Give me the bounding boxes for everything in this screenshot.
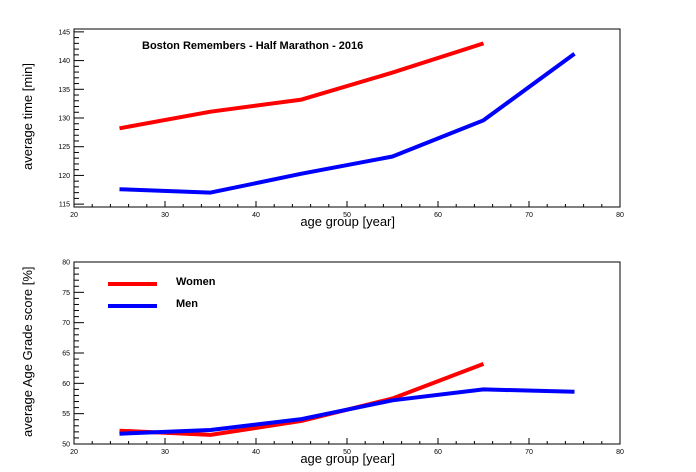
series-line-blue bbox=[119, 52, 576, 195]
chart-title: Boston Remembers - Half Marathon - 2016 bbox=[142, 40, 363, 52]
x-tick-label: 50 bbox=[343, 212, 351, 219]
x-tick-label: 20 bbox=[70, 449, 78, 456]
series-group bbox=[119, 41, 576, 195]
y-tick-label: 135 bbox=[58, 87, 70, 94]
x-tick-label: 50 bbox=[343, 449, 351, 456]
y-tick-label: 140 bbox=[58, 58, 70, 65]
y-tick-label: 115 bbox=[59, 202, 70, 209]
y-tick-label: 70 bbox=[62, 320, 70, 327]
legend-label-women: Women bbox=[176, 276, 216, 288]
age-grade-score-chart: 20 30 40 50 60 70 80 50 55 60 65 70 75 80 age group [… bbox=[20, 260, 624, 467]
y-axis-label: average Age Grade score [%] bbox=[20, 266, 35, 437]
y-axis-label: average time [min] bbox=[20, 63, 35, 170]
y-tick-label: 130 bbox=[58, 116, 70, 123]
y-tick-label: 75 bbox=[62, 290, 70, 297]
x-tick-label: 40 bbox=[252, 449, 260, 456]
y-tick-label: 125 bbox=[58, 144, 70, 151]
x-tick-label: 30 bbox=[161, 212, 169, 219]
average-time-chart: 20 30 40 50 60 70 80 115 120 125 130 135 140 145 Bost… bbox=[20, 28, 624, 229]
x-axis-label: age group [year] bbox=[300, 214, 395, 229]
plot-frame bbox=[73, 28, 621, 208]
y-tick-label: 80 bbox=[62, 260, 70, 267]
series-line-red bbox=[119, 41, 485, 131]
series-group bbox=[119, 362, 575, 437]
y-tick-label: 120 bbox=[58, 173, 70, 180]
legend: Women Men bbox=[108, 276, 216, 310]
x-axis-label: age group [year] bbox=[300, 451, 395, 466]
tick-marks bbox=[73, 261, 621, 445]
x-tick-label: 40 bbox=[252, 212, 260, 219]
x-tick-label: 60 bbox=[434, 449, 442, 456]
x-tick-label: 70 bbox=[525, 212, 533, 219]
x-tick-label: 70 bbox=[525, 449, 533, 456]
y-tick-label: 145 bbox=[58, 29, 70, 36]
x-tick-label: 60 bbox=[434, 212, 442, 219]
legend-label-men: Men bbox=[176, 298, 198, 310]
x-tick-label: 80 bbox=[616, 212, 624, 219]
tick-labels: 20 30 40 50 60 70 80 115 120 125 130 135 140 145 bbox=[58, 29, 624, 219]
y-tick-label: 65 bbox=[62, 351, 70, 358]
y-tick-label: 60 bbox=[62, 381, 70, 388]
plot-frame bbox=[73, 261, 621, 445]
tick-marks bbox=[73, 31, 621, 207]
x-tick-label: 30 bbox=[161, 449, 169, 456]
series-line-blue bbox=[119, 387, 575, 436]
tick-labels: 20 30 40 50 60 70 80 50 55 60 65 70 75 80 bbox=[62, 260, 624, 457]
y-tick-label: 55 bbox=[62, 411, 70, 418]
x-tick-label: 20 bbox=[70, 212, 78, 219]
x-tick-label: 80 bbox=[616, 449, 624, 456]
series-line-red bbox=[119, 362, 485, 437]
y-tick-label: 50 bbox=[62, 442, 70, 449]
